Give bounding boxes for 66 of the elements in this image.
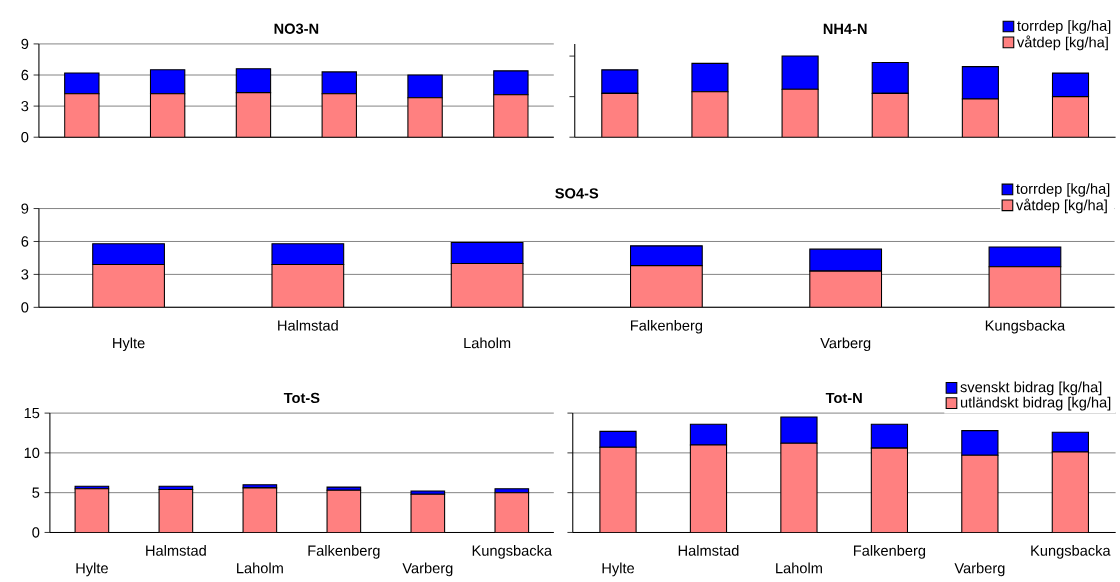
bar [451, 263, 523, 308]
y-tick-label: 15 [24, 408, 40, 419]
y-tick-label: 6 [21, 236, 29, 247]
x-tick-label: Kungsbacka [985, 320, 1066, 334]
bar [243, 488, 277, 533]
chart-title: NO3-N [274, 23, 319, 35]
x-tick-label: Laholm [464, 337, 511, 349]
y-tick-label: 0 [21, 302, 29, 313]
bar [1051, 451, 1089, 533]
x-tick-label: Laholm [776, 562, 822, 574]
x-tick-label: Hylte [602, 562, 635, 577]
chart-title: Tot-N [825, 393, 862, 404]
y-tick-label: 3 [21, 269, 29, 280]
x-tick-label: Halmstad [678, 545, 739, 556]
bar [493, 94, 529, 138]
bar [321, 93, 357, 138]
legend-label: utländskt bidrag [kg/ha] [960, 396, 1111, 411]
bar [407, 97, 443, 138]
bar [271, 264, 344, 308]
x-tick-label: Halmstad [146, 545, 206, 556]
x-tick-label: Falkenberg [308, 545, 380, 559]
x-tick-label: Halmstad [278, 320, 338, 331]
legend-label: svenskt bidrag [kg/ha] [960, 381, 1102, 396]
bar [235, 92, 272, 138]
bar [871, 448, 908, 533]
bar [599, 447, 637, 533]
x-tick-label: Hylte [76, 562, 108, 577]
x-tick-label: Varberg [820, 337, 871, 352]
bar [690, 445, 727, 533]
y-tick-label: 0 [21, 132, 29, 143]
bar [410, 490, 446, 495]
y-tick-label: 3 [21, 101, 29, 112]
y-tick-label: 6 [21, 69, 29, 81]
x-tick-label: Kungsbacka [1031, 545, 1111, 559]
bar [411, 494, 445, 533]
chart-title: NH4-N [823, 23, 867, 35]
y-tick-label: 9 [21, 38, 29, 50]
legend-label: torrdep [kg/ha] [1016, 183, 1110, 197]
y-tick-label: 9 [21, 203, 29, 214]
y-tick-label: 0 [32, 527, 40, 538]
x-tick-label: Varberg [402, 562, 453, 577]
bar [159, 489, 193, 533]
legend-label: våtdep [kg/ha] [1016, 35, 1108, 51]
x-tick-label: Laholm [237, 562, 283, 574]
x-tick-label: Falkenberg [854, 545, 926, 559]
x-tick-label: Kungsbacka [472, 545, 553, 559]
bar [92, 264, 165, 308]
bar [988, 266, 1062, 308]
bar [809, 271, 882, 308]
bar [75, 488, 109, 533]
chart-title: Tot-S [283, 392, 320, 404]
y-tick-label: 5 [32, 487, 40, 498]
bar [327, 490, 361, 533]
x-tick-label: Falkenberg [630, 320, 703, 334]
bar [961, 455, 998, 533]
bar [494, 492, 530, 533]
y-tick-label: 10 [24, 447, 40, 459]
bar [780, 443, 818, 533]
legend-label: våtdep [kg/ha] [1015, 198, 1107, 214]
bar [149, 93, 186, 138]
legend-label: torrdep [kg/ha] [1017, 20, 1111, 34]
x-tick-label: Hylte [113, 337, 145, 352]
bar [630, 265, 703, 308]
x-tick-label: Varberg [954, 562, 1005, 577]
bar [64, 93, 100, 138]
chart-title: SO4-S [555, 188, 599, 199]
